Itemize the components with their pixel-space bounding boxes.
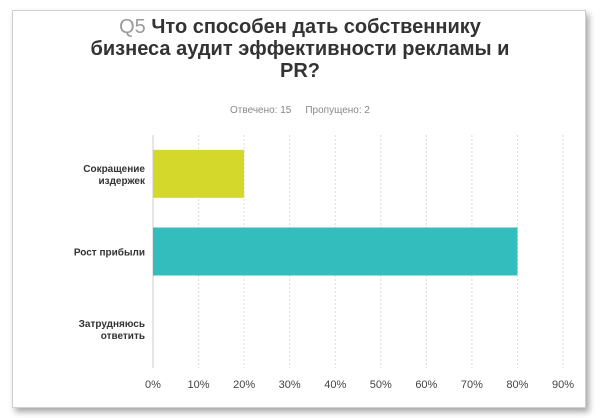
x-tick-label: 40% xyxy=(324,379,346,391)
category-label: Затрудняюсь xyxy=(79,319,145,330)
bar xyxy=(153,149,245,198)
x-tick-label: 80% xyxy=(506,379,528,391)
answered-count: Отвечено: 15 xyxy=(230,105,292,116)
x-tick-label: 0% xyxy=(145,379,161,391)
question-text-line3: PR? xyxy=(280,60,320,82)
category-label: издержек xyxy=(98,176,146,187)
x-tick-label: 70% xyxy=(461,379,483,391)
question-text-line1: Что способен дать собственнику xyxy=(151,16,481,38)
x-tick-label: 60% xyxy=(415,379,437,391)
response-stats: Отвечено: 15 Пропущено: 2 xyxy=(150,105,450,116)
x-tick-label: 30% xyxy=(279,379,301,391)
question-number: Q5 xyxy=(119,16,146,38)
category-label: ответить xyxy=(101,331,145,342)
bar xyxy=(153,227,518,276)
x-tick-label: 50% xyxy=(370,379,392,391)
category-label: Рост прибыли xyxy=(74,247,145,259)
x-tick-label: 20% xyxy=(233,379,255,391)
x-tick-label: 90% xyxy=(552,379,574,391)
x-tick-label: 10% xyxy=(188,379,210,391)
question-title: Q5 Что способен дать собственнику бизнес… xyxy=(60,16,540,82)
category-label: Сокращение xyxy=(83,164,145,175)
skipped-count: Пропущено: 2 xyxy=(305,105,370,116)
question-text-line2: бизнеса аудит эффективности рекламы и xyxy=(90,38,510,60)
chart-frame xyxy=(12,10,586,408)
